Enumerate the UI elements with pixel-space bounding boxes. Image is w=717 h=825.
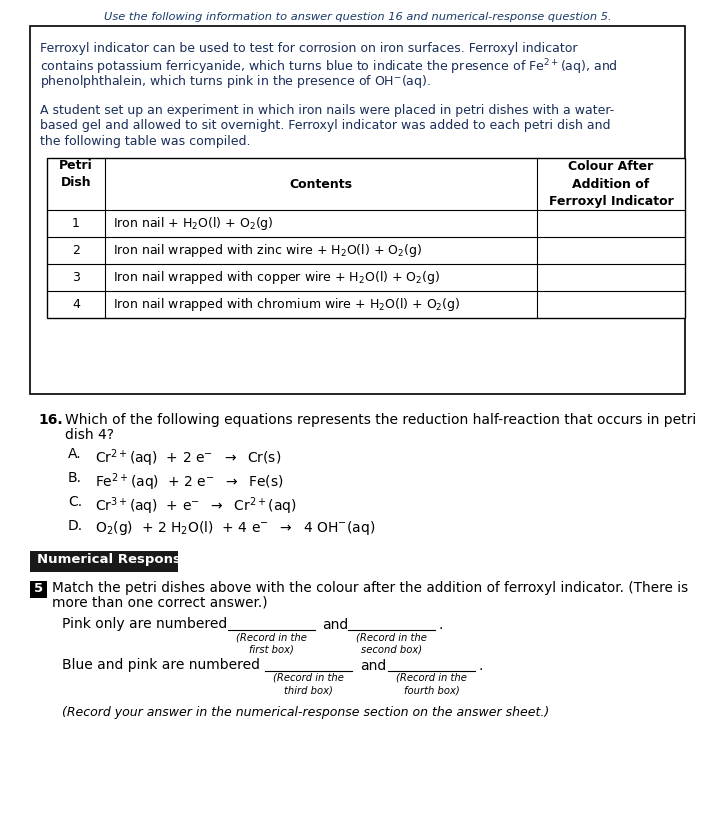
Text: (Record in the
first box): (Record in the first box) [236,632,307,654]
Text: Ferroxyl indicator can be used to test for corrosion on iron surfaces. Ferroxyl : Ferroxyl indicator can be used to test f… [40,42,577,55]
Text: D.: D. [68,519,83,533]
Text: (Record in the
fourth box): (Record in the fourth box) [396,673,467,695]
Text: 2: 2 [72,244,80,257]
Text: dish 4?: dish 4? [65,428,114,442]
Text: Cr$^{3+}$(aq)  + e$^{-}$  $\rightarrow$  Cr$^{2+}$(aq): Cr$^{3+}$(aq) + e$^{-}$ $\rightarrow$ Cr… [95,495,297,516]
Text: Iron nail wrapped with zinc wire + H$_2$O(l) + O$_2$(g): Iron nail wrapped with zinc wire + H$_2$… [113,242,422,259]
Bar [30,26,685,394]
Text: (Record in the
third box): (Record in the third box) [273,673,344,695]
Text: O$_2$(g)  + 2 H$_2$O(l)  + 4 e$^{-}$  $\rightarrow$  4 OH$^{-}$(aq): O$_2$(g) + 2 H$_2$O(l) + 4 e$^{-}$ $\rig… [95,519,375,537]
Text: B.: B. [68,471,82,485]
Text: 3: 3 [72,271,80,284]
Bar [30,551,178,572]
Text: A student set up an experiment in which iron nails were placed in petri dishes w: A student set up an experiment in which … [40,104,614,117]
Text: Iron nail wrapped with chromium wire + H$_2$O(l) + O$_2$(g): Iron nail wrapped with chromium wire + H… [113,296,460,313]
Text: Colour After
Addition of
Ferroxyl Indicator: Colour After Addition of Ferroxyl Indica… [549,161,673,208]
Text: based gel and allowed to sit overnight. Ferroxyl indicator was added to each pet: based gel and allowed to sit overnight. … [40,120,610,133]
Text: (Record your answer in the numerical-response section on the answer sheet.): (Record your answer in the numerical-res… [62,706,549,719]
Text: Petri
Dish: Petri Dish [59,159,93,189]
Text: the following table was compiled.: the following table was compiled. [40,135,250,148]
Text: more than one correct answer.): more than one correct answer.) [52,595,267,609]
Text: Pink only are numbered: Pink only are numbered [62,617,227,631]
Text: A.: A. [68,447,82,461]
Text: Iron nail + H$_2$O(l) + O$_2$(g): Iron nail + H$_2$O(l) + O$_2$(g) [113,215,274,232]
Text: Use the following information to answer question 16 and numerical-response quest: Use the following information to answer … [104,12,612,22]
Text: 16.: 16. [38,413,62,427]
Text: (Record in the
second box): (Record in the second box) [356,632,427,654]
Text: 1: 1 [72,217,80,230]
Text: C.: C. [68,495,82,509]
Text: Match the petri dishes above with the colour after the addition of ferroxyl indi: Match the petri dishes above with the co… [52,581,688,595]
Text: Fe$^{2+}$(aq)  + 2 e$^{-}$  $\rightarrow$  Fe(s): Fe$^{2+}$(aq) + 2 e$^{-}$ $\rightarrow$ … [95,471,284,493]
Text: Which of the following equations represents the reduction half-reaction that occ: Which of the following equations represe… [65,413,696,427]
Text: 4: 4 [72,298,80,311]
Text: Cr$^{2+}$(aq)  + 2 e$^{-}$  $\rightarrow$  Cr(s): Cr$^{2+}$(aq) + 2 e$^{-}$ $\rightarrow$ … [95,447,281,469]
Text: Iron nail wrapped with copper wire + H$_2$O(l) + O$_2$(g): Iron nail wrapped with copper wire + H$_… [113,269,440,286]
Text: Numerical Response: Numerical Response [37,553,190,566]
Text: phenolphthalein, which turns pink in the presence of OH$^{-}$(aq).: phenolphthalein, which turns pink in the… [40,73,431,90]
Text: contains potassium ferricyanide, which turns blue to indicate the presence of Fe: contains potassium ferricyanide, which t… [40,58,618,77]
Text: .: . [438,618,442,632]
Text: Blue and pink are numbered: Blue and pink are numbered [62,658,260,672]
Bar [30,581,47,598]
Text: .: . [478,659,483,673]
Text: and: and [360,659,386,673]
Text: and: and [322,618,348,632]
Bar [47,158,685,318]
Text: 5: 5 [34,582,43,595]
Text: Contents: Contents [290,177,353,191]
